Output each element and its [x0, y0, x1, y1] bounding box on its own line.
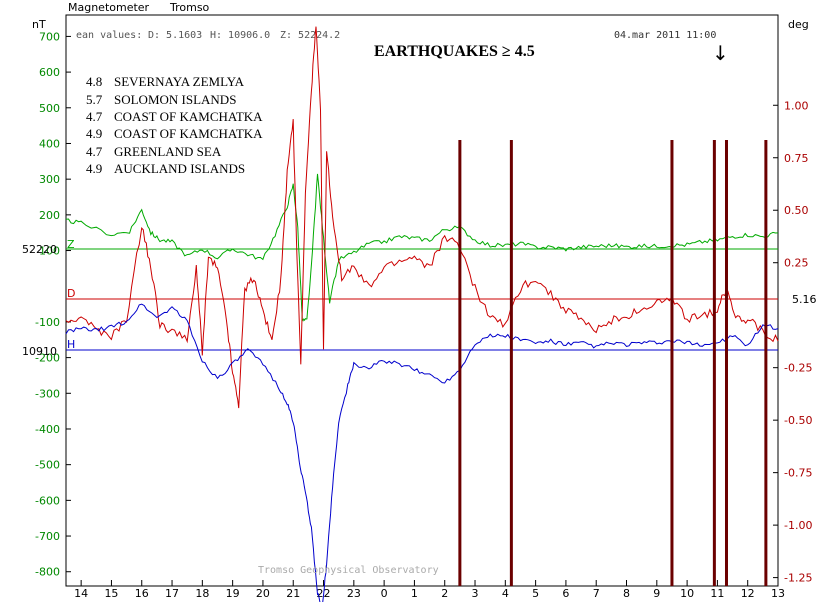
x-tick-label: 12	[741, 587, 755, 600]
x-tick-label: 19	[226, 587, 240, 600]
right-axis-ticks: 1.00 0.75 0.50 0.25 -0.25 -0.50 -0.75 -1.00 -1.2…	[773, 99, 812, 585]
left-tick-label: -100	[35, 316, 60, 329]
chart-title: EARTHQUAKES ≥ 4.5	[374, 43, 535, 60]
quake-markers	[458, 140, 768, 586]
z-baseline-value: 52220	[22, 243, 57, 256]
right-tick-label: 1.00	[784, 99, 809, 112]
x-tick-label: 5	[532, 587, 539, 600]
left-tick-label: -700	[35, 530, 60, 543]
right-tick-label: 0.25	[784, 257, 809, 270]
right-tick-label: 0.50	[784, 204, 809, 217]
x-tick-label: 20	[256, 587, 270, 600]
left-axis-ticks: 700 600 500 400 300 200 100 -100 -200 -300 -400 -50…	[35, 30, 71, 579]
left-tick-label: -800	[35, 566, 60, 579]
left-tick-label: -600	[35, 494, 60, 507]
x-tick-label: 4	[502, 587, 509, 600]
x-tick-label: 3	[472, 587, 479, 600]
quake-magnitude: 4.9	[86, 161, 102, 176]
time-arrow-icon: ↓	[712, 41, 729, 65]
left-tick-label: 600	[39, 66, 60, 79]
right-tick-label: -1.25	[784, 572, 812, 585]
x-tick-label: 23	[347, 587, 361, 600]
series-layer	[65, 26, 779, 602]
plot-frame	[65, 14, 779, 587]
quake-magnitude: 5.7	[86, 92, 103, 107]
quake-magnitude: 4.7	[86, 144, 103, 159]
z-series-label: Z	[67, 238, 75, 251]
x-tick-label: 9	[653, 587, 660, 600]
series-h-line	[65, 303, 779, 602]
timestamp-label: 04.mar 2011 11:00	[614, 30, 716, 41]
right-tick-label: -0.50	[784, 414, 812, 427]
footer-credit: Tromso Geophysical Observatory	[258, 565, 439, 576]
left-tick-label: 700	[39, 30, 60, 43]
left-tick-label: -200	[35, 352, 60, 365]
quake-magnitude: 4.9	[86, 126, 102, 141]
quake-magnitude: 4.7	[86, 109, 103, 124]
d-series-label: D	[67, 287, 75, 300]
quake-region: COAST OF KAMCHATKA	[114, 126, 263, 141]
x-tick-label: 13	[771, 587, 785, 600]
left-tick-label: 200	[39, 209, 60, 222]
right-tick-label: -1.00	[784, 519, 812, 532]
h-baseline-value: 10910	[22, 345, 57, 358]
left-tick-label: 300	[39, 173, 60, 186]
quake-region: AUCKLAND ISLANDS	[114, 161, 245, 176]
quake-region: COAST OF KAMCHATKA	[114, 109, 263, 124]
quake-region: SEVERNAYA ZEMLYA	[114, 74, 245, 89]
x-tick-label: 1	[411, 587, 418, 600]
mean-z-value: Z: 52224.2	[280, 30, 340, 41]
mean-d-value: D: 5.1603	[148, 30, 202, 41]
quake-region: GREENLAND SEA	[114, 144, 222, 159]
x-tick-label: 16	[135, 587, 149, 600]
mean-h-value: H: 10906.0	[210, 30, 270, 41]
left-tick-label: -500	[35, 459, 60, 472]
h-series-label: H	[67, 338, 75, 351]
x-tick-label: 17	[165, 587, 179, 600]
d-baseline-value: 5.16	[792, 293, 817, 306]
x-tick-label: 0	[381, 587, 388, 600]
mean-values-label: ean values:	[76, 30, 142, 41]
x-axis-ticks: 14 15 16 17 18 19 20 21 22 23 0 1 2 3 4 5 6 7 8 9 10 11 12 13	[74, 580, 785, 600]
quake-magnitude: 4.8	[86, 74, 102, 89]
x-tick-label: 18	[195, 587, 209, 600]
left-tick-label: 500	[39, 102, 60, 115]
left-tick-label: 100	[39, 245, 60, 258]
quake-list: 4.8 SEVERNAYA ZEMLYA 5.7 SOLOMON ISLANDS…	[86, 74, 263, 176]
x-tick-label: 15	[104, 587, 118, 600]
left-unit-label: nT	[32, 18, 46, 31]
series-z-line	[65, 173, 779, 322]
instrument-label: Magnetometer	[68, 1, 150, 14]
right-tick-label: -0.75	[784, 467, 812, 480]
left-tick-label: 400	[39, 137, 60, 150]
x-tick-label: 2	[441, 587, 448, 600]
x-tick-label: 7	[593, 587, 600, 600]
x-tick-label: 6	[562, 587, 569, 600]
station-label: Tromso	[169, 1, 210, 14]
x-tick-label: 10	[680, 587, 694, 600]
left-tick-label: -400	[35, 423, 60, 436]
x-tick-label: 11	[710, 587, 724, 600]
right-tick-label: 0.75	[784, 152, 809, 165]
left-tick-label: -300	[35, 387, 60, 400]
x-tick-label: 8	[623, 587, 630, 600]
series-d-line	[65, 26, 779, 409]
quake-region: SOLOMON ISLANDS	[114, 92, 236, 107]
x-tick-label: 21	[286, 587, 300, 600]
right-tick-label: -0.25	[784, 362, 812, 375]
right-unit-label: deg	[788, 18, 809, 31]
x-tick-label: 14	[74, 587, 88, 600]
